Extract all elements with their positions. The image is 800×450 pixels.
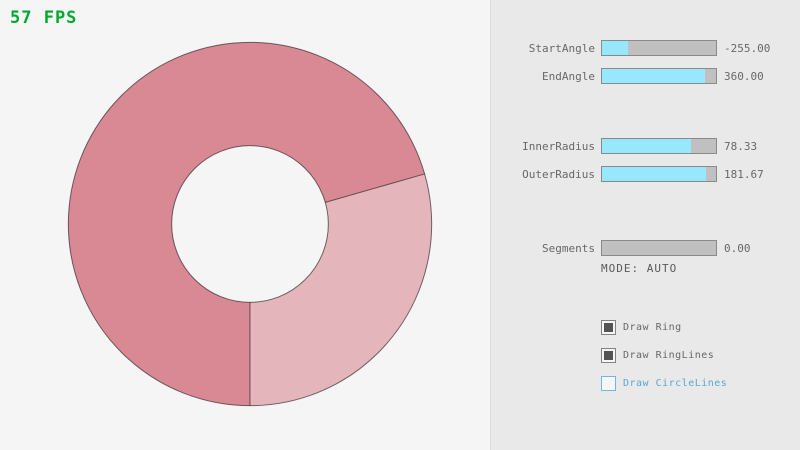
- single-drawn-sector: [250, 173, 432, 406]
- ring-segment-line: [325, 173, 425, 203]
- segments-value: 0.00: [724, 242, 751, 255]
- innerradius-value: 78.33: [724, 140, 758, 153]
- draw-ringlines-checkbox-label: Draw RingLines: [623, 350, 715, 361]
- startangle-slider-fill: [602, 41, 629, 55]
- slider-row-outerradius: OuterRadius 181.67: [491, 166, 800, 182]
- draw-circlelines-checkbox-label: Draw CircleLines: [623, 378, 728, 389]
- draw-ringlines-checkbox[interactable]: [601, 348, 616, 363]
- startangle-slider[interactable]: [601, 40, 717, 56]
- endangle-label: EndAngle: [542, 70, 595, 83]
- slider-row-segments: Segments 0.00: [491, 240, 800, 256]
- segments-label: Segments: [542, 242, 595, 255]
- slider-row-startangle: StartAngle -255.00: [491, 40, 800, 56]
- outerradius-slider-fill: [602, 167, 706, 181]
- slider-row-innerradius: InnerRadius 78.33: [491, 138, 800, 154]
- mode-label: MODE: AUTO: [601, 262, 678, 275]
- startangle-value: -255.00: [724, 42, 771, 55]
- outerradius-value: 181.67: [724, 168, 764, 181]
- outerradius-label: OuterRadius: [522, 168, 595, 181]
- fps-counter: 57 FPS: [10, 8, 78, 28]
- endangle-slider[interactable]: [601, 68, 717, 84]
- draw-ring-checkbox[interactable]: [601, 320, 616, 335]
- draw-circlelines-checkbox[interactable]: [601, 376, 616, 391]
- double-drawn-sector: [68, 42, 425, 406]
- ring-outline: [171, 145, 329, 303]
- innerradius-label: InnerRadius: [522, 140, 595, 153]
- startangle-label: StartAngle: [528, 42, 595, 55]
- draw-ring-checkbox-label: Draw Ring: [623, 322, 682, 333]
- endangle-value: 360.00: [724, 70, 764, 83]
- outerradius-slider[interactable]: [601, 166, 717, 182]
- slider-row-endangle: EndAngle 360.00: [491, 68, 800, 84]
- controls-panel: StartAngle -255.00 EndAngle 360.00 Inner…: [490, 0, 800, 450]
- segments-slider[interactable]: [601, 240, 717, 256]
- innerradius-slider[interactable]: [601, 138, 717, 154]
- innerradius-slider-fill: [602, 139, 691, 153]
- endangle-slider-fill: [602, 69, 705, 83]
